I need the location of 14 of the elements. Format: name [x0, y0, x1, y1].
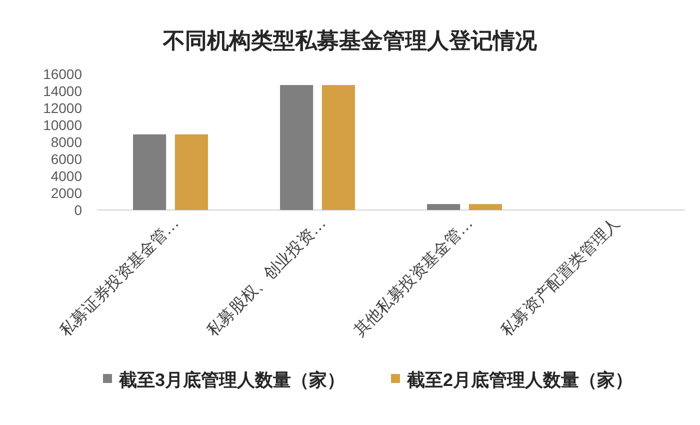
y-tick-label: 12000	[43, 100, 82, 116]
y-tick-label: 6000	[50, 151, 82, 167]
x-tick-label: 私募股权、创业投资…	[203, 214, 330, 340]
x-tick-label: 其他私募投资基金管…	[350, 214, 476, 340]
chart-title: 不同机构类型私募基金管理人登记情况	[162, 28, 538, 53]
legend-label: 截至3月底管理人数量（家）	[118, 370, 345, 390]
y-tick-label: 8000	[50, 134, 82, 150]
x-tick-label: 私募资产配置类管理人	[497, 214, 624, 340]
y-tick-label: 10000	[43, 117, 82, 133]
y-tick-label: 16000	[43, 66, 82, 82]
y-tick-label: 2000	[50, 185, 82, 201]
y-tick-label: 14000	[43, 83, 82, 99]
legend-label: 截至2月底管理人数量（家）	[406, 370, 634, 390]
y-tick-label: 4000	[50, 168, 82, 184]
